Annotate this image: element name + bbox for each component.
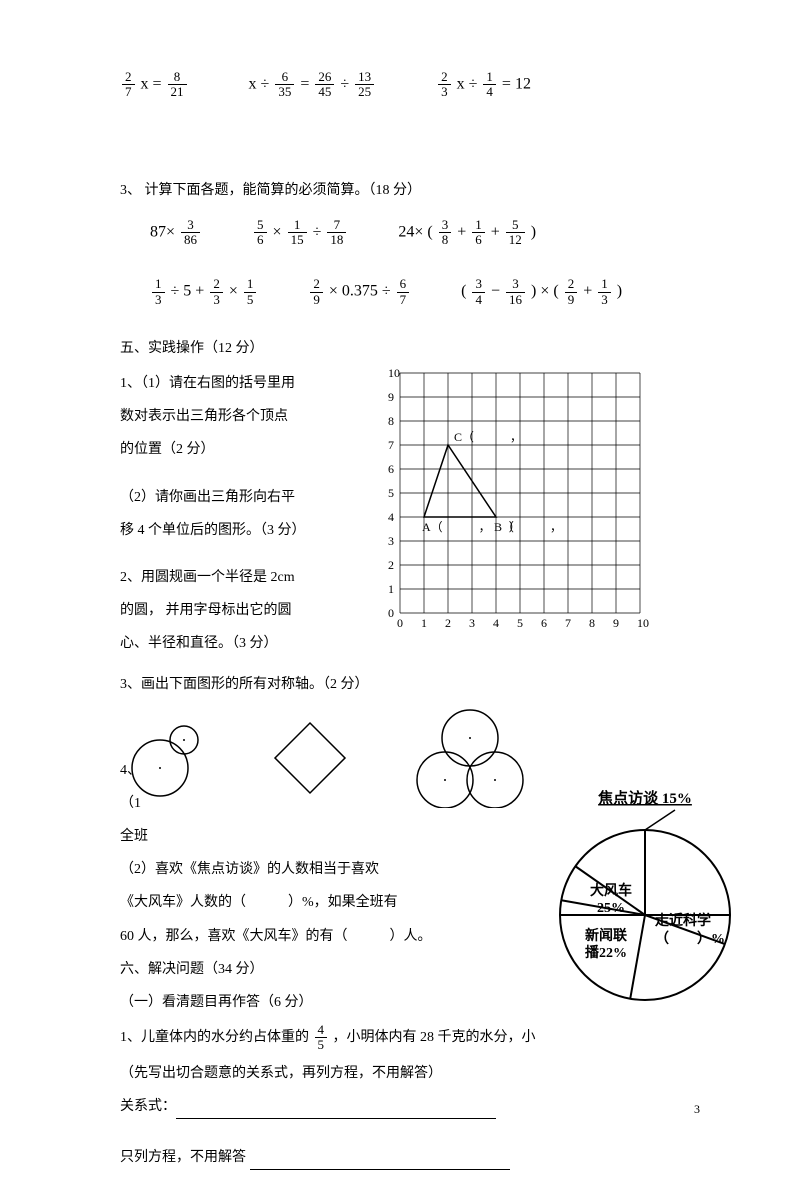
svg-text:8: 8 xyxy=(388,414,394,428)
svg-text:5: 5 xyxy=(388,486,394,500)
eq-1: 27 x = 821 xyxy=(120,70,189,100)
q6-1c: （先写出切合题意的关系式，再列方程，不用解答） xyxy=(120,1061,710,1086)
eq-2: x ÷ 635 = 2645 ÷ 1325 xyxy=(249,70,377,100)
svg-text:B（ ，: B（ ， xyxy=(494,520,562,534)
svg-text:10: 10 xyxy=(637,616,649,630)
q3-row-a: 87× 386 56 × 115 ÷ 718 24× ( 38 + 16 + 5… xyxy=(150,218,710,248)
svg-text:25%: 25% xyxy=(597,901,625,916)
svg-text:4: 4 xyxy=(493,616,499,630)
svg-text:新闻联: 新闻联 xyxy=(585,927,628,944)
svg-text:7: 7 xyxy=(388,438,394,452)
relation-line: 关系式： xyxy=(120,1094,710,1119)
equation-line: 只列方程，不用解答 xyxy=(120,1145,710,1170)
q6-1: 1、儿童体内的水分约占体重的 45 ，小明体内有 28 千克的水分，小 xyxy=(120,1023,710,1053)
q3-row-b: 13 ÷ 5 + 23 × 15 29 × 0.375 ÷ 67 ( 34 − … xyxy=(150,277,710,307)
section-5-left: 1、（1）请在右图的括号里用 数对表示出三角形各个顶点 的位置（2 分） （2）… xyxy=(120,363,350,665)
page-number: 3 xyxy=(694,1102,700,1117)
svg-text:2: 2 xyxy=(445,616,451,630)
svg-text:9: 9 xyxy=(613,616,619,630)
svg-text:大风车: 大风车 xyxy=(590,882,632,899)
equation-row-1: 27 x = 821 x ÷ 635 = 2645 ÷ 1325 23 x ÷ … xyxy=(120,70,710,100)
svg-text:（ ）%: （ ）% xyxy=(655,931,725,947)
svg-text:7: 7 xyxy=(565,616,571,630)
three-circles-shape xyxy=(410,708,530,808)
svg-text:5: 5 xyxy=(517,616,523,630)
q3-symmetry: 3、画出下面图形的所有对称轴。（2 分） xyxy=(120,672,710,697)
svg-text:9: 9 xyxy=(388,390,394,404)
svg-text:1: 1 xyxy=(388,582,394,596)
svg-text:0: 0 xyxy=(388,606,394,620)
q3-title: 3、 计算下面各题，能简算的必须简算。（18 分） xyxy=(120,178,710,203)
svg-text:C（ ，: C（ ， xyxy=(454,430,522,444)
svg-text:4: 4 xyxy=(388,510,394,524)
section-5-title: 五、实践操作（12 分） xyxy=(120,337,710,357)
pie-chart: 焦点访谈 15%大风车25%新闻联播22%走近科学（ ）% xyxy=(530,785,760,1020)
svg-text:焦点访谈 15%: 焦点访谈 15% xyxy=(597,789,692,807)
svg-text:8: 8 xyxy=(589,616,595,630)
svg-text:6: 6 xyxy=(388,462,394,476)
svg-text:播22%: 播22% xyxy=(585,944,627,961)
svg-text:0: 0 xyxy=(397,616,403,630)
svg-text:2: 2 xyxy=(388,558,394,572)
rhombus-shape xyxy=(270,718,350,798)
svg-text:10: 10 xyxy=(388,366,400,380)
svg-text:1: 1 xyxy=(421,616,427,630)
eq-3: 23 x ÷ 14 = 12 xyxy=(436,70,531,100)
svg-text:6: 6 xyxy=(541,616,547,630)
svg-text:3: 3 xyxy=(469,616,475,630)
svg-text:3: 3 xyxy=(388,534,394,548)
coordinate-grid: 001122334455667788991010A（ ， ）B（ ，C（ ， xyxy=(370,363,670,643)
